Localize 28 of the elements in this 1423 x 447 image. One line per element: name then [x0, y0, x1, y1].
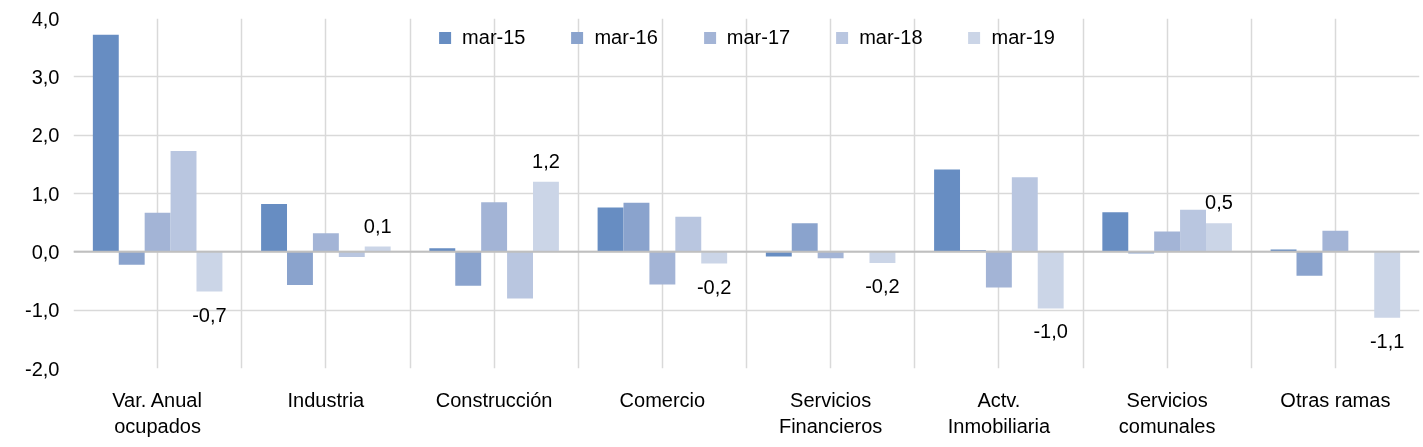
x-tick-label: Construcción	[435, 388, 553, 411]
legend-label: mar-17	[726, 26, 791, 49]
y-tick-label: 0,0	[31, 240, 60, 263]
data-label: 0,5	[1205, 191, 1233, 214]
legend-label: mar-15	[462, 26, 526, 49]
legend-label: mar-19	[991, 26, 1055, 49]
y-tick-label: -2,0	[25, 357, 60, 380]
y-tick-label: 2,0	[31, 124, 60, 147]
x-tick-label: Otras ramas	[1280, 388, 1391, 411]
x-tick-label: Var. Anual ocupados	[112, 388, 202, 437]
data-label: -0,2	[865, 274, 900, 297]
y-tick-label: -1,0	[25, 299, 60, 322]
data-label: 1,2	[532, 149, 560, 172]
x-tick-label: Comercio	[619, 388, 706, 411]
data-label: -0,2	[696, 275, 732, 298]
data-label: -1,1	[1369, 329, 1405, 352]
y-tick-label: 3,0	[31, 65, 60, 88]
data-label: -1,0	[1033, 320, 1068, 343]
x-tick-label: Servicios Financieros	[778, 388, 883, 437]
data-label: -0,7	[192, 303, 227, 326]
data-label: 0,1	[363, 214, 392, 237]
legend-label: mar-18	[859, 26, 923, 49]
y-tick-label: 4,0	[31, 7, 60, 30]
y-tick-label: 1,0	[31, 182, 60, 205]
x-tick-label: Actv. Inmobiliaria	[947, 388, 1051, 437]
x-tick-label: Servicios comunales	[1118, 388, 1216, 437]
x-tick-label: Industria	[287, 388, 366, 411]
legend-label: mar-16	[594, 26, 658, 49]
